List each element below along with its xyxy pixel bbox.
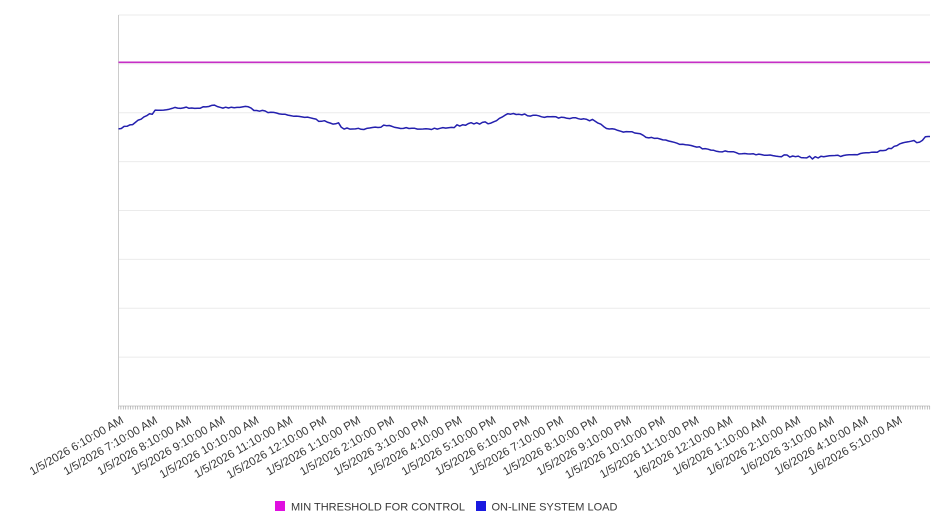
svg-text:MIN THRESHOLD FOR CONTROL: MIN THRESHOLD FOR CONTROL	[291, 502, 465, 514]
svg-text:ON-LINE SYSTEM LOAD: ON-LINE SYSTEM LOAD	[492, 502, 618, 514]
